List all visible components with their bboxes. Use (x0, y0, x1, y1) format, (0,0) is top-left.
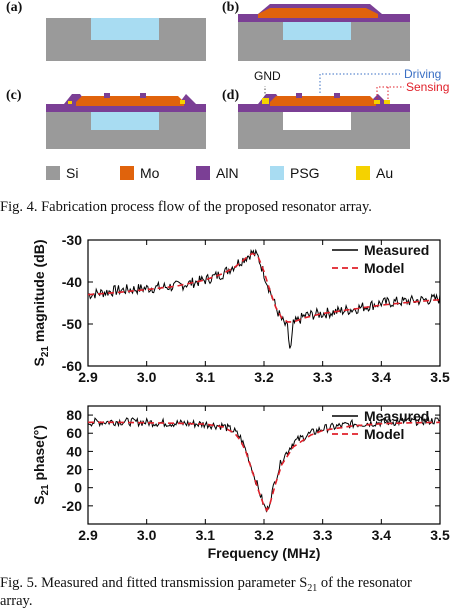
figure-5-caption-text: Fig. 5. Measured and fitted transmission… (0, 575, 308, 591)
y-tick-label-0-1: -40 (62, 274, 82, 290)
x-tick-label-1-1: 3.0 (137, 527, 157, 543)
x-axis-label-1: Frequency (MHz) (208, 545, 321, 561)
x-tick-label-1-4: 3.3 (313, 527, 333, 543)
panel-label-b: (b) (222, 0, 240, 15)
legend-swatch-au (356, 166, 370, 180)
figure-5-caption-line2: array. (0, 593, 33, 609)
legend-swatch-si (46, 166, 60, 180)
y-tick-label-0-2: -50 (62, 316, 82, 332)
x-tick-label-0-4: 3.3 (313, 369, 333, 385)
y-tick-label-1-2: 40 (66, 443, 82, 459)
panel-d-stack (238, 73, 410, 149)
material-legend: Si Mo AlN PSG Au (0, 165, 474, 186)
figure-4-caption: Fig. 4. Fabrication process flow of the … (0, 199, 372, 215)
panel-c-stack (46, 93, 206, 149)
legend-label-mo: Mo (140, 165, 160, 181)
y-tick-label-1-4: 0 (74, 480, 82, 496)
y-tick-label-1-3: 20 (66, 462, 82, 478)
y-tick-label-0-3: -60 (62, 358, 82, 374)
x-tick-label-0-1: 3.0 (137, 369, 157, 385)
x-tick-label-1-3: 3.2 (254, 527, 274, 543)
panel-b-stack (238, 4, 410, 61)
plot-frame-0 (87, 239, 441, 367)
figure-5-charts: 2.9 3.0 3.1 3.2 3.3 3.4 3.5 -30 -40 -50 -60 S21 mag… (31, 232, 450, 561)
series-line-1-1 (88, 421, 441, 513)
x-tick-label-0-6: 3.5 (430, 369, 450, 385)
x-tick-label-1-6: 3.5 (430, 527, 450, 543)
legend-label-1-0: Measured (364, 408, 429, 424)
x-tick-label-1-2: 3.1 (196, 527, 216, 543)
series-line-0-0 (87, 248, 441, 349)
y-axis-label-1: S21 phase(°) (31, 425, 51, 505)
panel-a-stack (46, 18, 206, 61)
figure-5-caption-subscript: 21 (307, 582, 318, 594)
x-tick-label-1-5: 3.4 (372, 527, 392, 543)
x-tick-label-0-5: 3.4 (372, 369, 392, 385)
panel-label-d: (d) (222, 88, 240, 103)
figure-5-caption: Fig. 5. Measured and fitted transmission… (0, 575, 412, 594)
x-tick-label-0-3: 3.2 (254, 369, 274, 385)
driving-annotation: Driving (404, 67, 441, 81)
fabrication-diagram: GND Driving Sensing (46, 4, 449, 149)
legend-label-1-1: Model (364, 426, 404, 442)
y-axis-label-0: S21 magnitude (dB) (31, 239, 51, 366)
x-tick-label-0-2: 3.1 (196, 369, 216, 385)
y-tick-label-1-0: 80 (66, 407, 82, 423)
series-line-0-1 (87, 252, 441, 323)
x-tick-label-0-0: 2.9 (78, 369, 98, 385)
legend-label-au: Au (376, 165, 394, 181)
gnd-annotation: GND (254, 69, 281, 83)
legend-label-psg: PSG (290, 165, 320, 181)
panel-label-c: (c) (6, 88, 22, 103)
y-tick-label-0-0: -30 (62, 232, 82, 248)
y-tick-label-1-1: 60 (66, 425, 82, 441)
legend-swatch-mo (120, 166, 134, 180)
legend-swatch-psg (270, 166, 284, 180)
legend-label-aln: AlN (216, 165, 239, 181)
legend-label-0-1: Model (364, 260, 404, 276)
legend-swatch-aln (196, 166, 210, 180)
sensing-annotation: Sensing (406, 80, 449, 94)
y-tick-label-1-5: -20 (62, 498, 82, 514)
legend-label-si: Si (66, 165, 79, 181)
legend-label-0-0: Measured (364, 242, 429, 258)
figure-5-caption-tail: of the resonator (317, 575, 412, 591)
panel-label-a: (a) (6, 0, 23, 15)
x-tick-label-1-0: 2.9 (78, 527, 98, 543)
